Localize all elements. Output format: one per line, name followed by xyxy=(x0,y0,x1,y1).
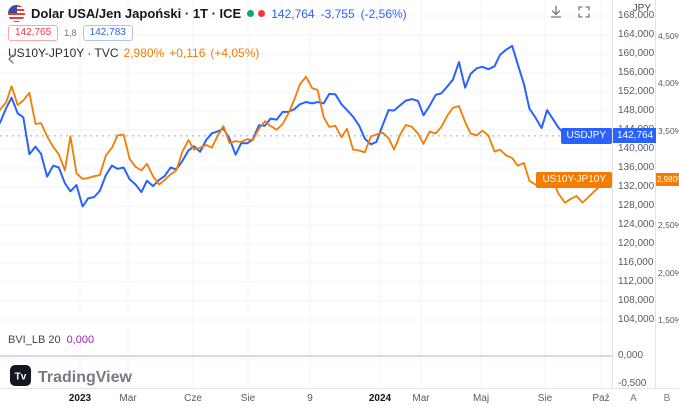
spread-axis-badge: 2,980% xyxy=(656,172,679,186)
price-tick-label: 120,000 xyxy=(618,238,655,249)
jump-to-latest-icon[interactable] xyxy=(548,4,564,20)
time-tick-label: Paź xyxy=(592,393,610,404)
spread-value: 1,8 xyxy=(64,28,77,38)
symbol-row: Dolar USA/Jen Japoński · 1T · ICE 142,76… xyxy=(8,5,407,22)
price-axis-currency-label[interactable]: JPY xyxy=(632,3,651,14)
price-tick-label: 136,000 xyxy=(618,162,655,173)
plot-toolbar xyxy=(548,4,592,20)
price-tick-label: 108,000 xyxy=(618,295,655,306)
sell-button[interactable]: 142,765 xyxy=(8,25,59,41)
svg-text:Tv: Tv xyxy=(15,372,27,383)
watermark-text: TradingView xyxy=(38,369,132,386)
percent-tick-label: 1,50% xyxy=(658,315,679,325)
tradingview-logo-icon: Tv xyxy=(10,365,31,388)
maximize-pane-icon[interactable] xyxy=(576,4,592,20)
legend: Dolar USA/Jen Japoński · 1T · ICE 142,76… xyxy=(8,5,407,60)
last-price: 142,764 xyxy=(271,6,315,21)
overlay-indicator-change: +0,116 xyxy=(169,46,206,60)
overlay-indicator-row: US10Y-JP10Y · TVC 2,980% +0,116 (+4,05%) xyxy=(8,46,407,60)
price-tick-label: 140,000 xyxy=(618,143,655,154)
price-tick-label: 160,000 xyxy=(618,48,655,59)
time-tick-label: Sie xyxy=(240,393,256,404)
time-tick-label: 2023 xyxy=(68,393,92,404)
price-axis[interactable]: JPY 142,764 168,000 164,000 160,000 156,000… xyxy=(612,0,656,389)
buy-button[interactable]: 142,783 xyxy=(82,25,133,41)
chevron-left-icon[interactable] xyxy=(4,52,18,71)
time-tick-label: Mar xyxy=(412,393,430,404)
usdjpy-series-tag: USDJPY xyxy=(560,127,612,144)
time-axis[interactable]: A B 2023 Mar Cze Sie 9 2024 Mar Maj Sie Paź xyxy=(0,388,679,407)
time-tick-label: 2024 xyxy=(368,393,392,404)
time-tick-label: Cze xyxy=(184,393,202,404)
percent-tick-label: 4,50% xyxy=(658,31,679,41)
time-tick-label: Sie xyxy=(537,393,553,404)
tradingview-watermark: Tv TradingView xyxy=(10,365,132,388)
indicator-tick-label: -0,500 xyxy=(618,378,647,389)
bvi-indicator-value: 0,000 xyxy=(66,334,95,346)
overlay-indicator-title[interactable]: US10Y-JP10Y · TVC xyxy=(8,46,119,60)
delayed-data-icon xyxy=(258,10,266,17)
price-tick-label: 152,000 xyxy=(618,86,655,97)
indicator-tick-label: 0,000 xyxy=(618,350,644,361)
bid-ask-row: 142,765 1,8 142,783 xyxy=(8,25,407,41)
bvi-indicator-legend[interactable]: BVI_LB 20 0,000 xyxy=(8,334,94,346)
market-status-icon xyxy=(247,10,255,17)
symbol-title[interactable]: Dolar USA/Jen Japoński · 1T · ICE xyxy=(31,6,242,21)
chart-plot-area[interactable]: Dolar USA/Jen Japoński · 1T · ICE 142,76… xyxy=(0,0,612,388)
price-tick-label: 104,000 xyxy=(618,314,655,325)
price-tick-label: 168,000 xyxy=(618,10,655,21)
price-tick-label: 164,000 xyxy=(618,29,655,40)
percent-tick-label: 3,50% xyxy=(658,125,679,136)
price-scale-b-button[interactable]: B xyxy=(663,393,671,404)
percent-tick-label: 2,00% xyxy=(658,267,679,278)
spread-series-tag: US10Y-JP10Y xyxy=(536,171,612,188)
series-line-USDJPY xyxy=(0,44,607,208)
time-tick-label: Maj xyxy=(472,393,490,404)
price-tick-label: 116,000 xyxy=(618,257,654,268)
price-tick-label: 148,000 xyxy=(618,105,655,116)
time-tick-label: Mar xyxy=(119,393,137,404)
us-flag-icon xyxy=(8,5,25,22)
price-tick-label: 112,000 xyxy=(618,276,654,287)
usdjpy-axis-badge: 142,764 xyxy=(613,127,656,143)
series-line-US10Y-JP10Y xyxy=(0,75,607,204)
overlay-indicator-value: 2,980% xyxy=(123,46,165,60)
percent-axis[interactable]: 2,980% 4,50% 4,00% 3,50% 2,50% 2,00% 1,50% xyxy=(655,0,679,388)
price-tick-label: 156,000 xyxy=(618,67,655,78)
price-change: -3,755 xyxy=(320,6,355,21)
time-tick-label: 9 xyxy=(307,393,313,404)
bvi-indicator-name: BVI_LB 20 xyxy=(8,334,61,346)
overlay-indicator-change-percent: (+4,05%) xyxy=(210,46,260,60)
price-change-percent: (-2,56%) xyxy=(360,6,407,21)
price-scale-a-button[interactable]: A xyxy=(630,393,637,404)
price-tick-label: 132,000 xyxy=(618,181,655,192)
price-tick-label: 124,000 xyxy=(618,219,655,230)
percent-tick-label: 4,00% xyxy=(658,78,679,89)
percent-tick-label: 2,50% xyxy=(658,220,679,231)
price-tick-label: 128,000 xyxy=(618,200,655,211)
